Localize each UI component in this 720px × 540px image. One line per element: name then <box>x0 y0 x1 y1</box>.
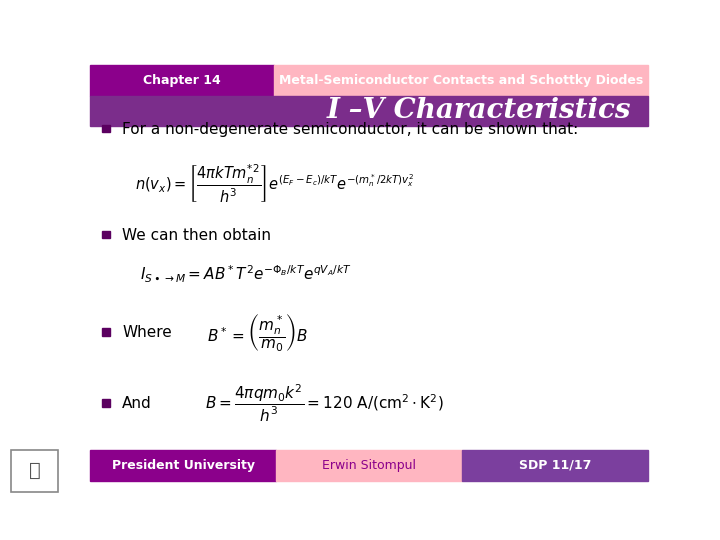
Text: And: And <box>122 396 152 411</box>
Bar <box>462 450 648 481</box>
Bar <box>274 65 648 96</box>
Text: $I_{S\bullet\rightarrow M} = AB^*T^2 e^{-\Phi_B/kT} e^{qV_A/kT}$: $I_{S\bullet\rightarrow M} = AB^*T^2 e^{… <box>140 264 352 286</box>
Bar <box>90 96 648 126</box>
Text: President University: President University <box>112 458 254 472</box>
Text: For a non-degenerate semiconductor, it can be shown that:: For a non-degenerate semiconductor, it c… <box>122 122 579 137</box>
Text: $n(v_x) = \left[\dfrac{4\pi k T m_n^{*2}}{h^3}\right] e^{(E_F-E_c)/kT} e^{-(m_n^: $n(v_x) = \left[\dfrac{4\pi k T m_n^{*2}… <box>135 162 414 205</box>
Text: $B = \dfrac{4\pi q m_0 k^2}{h^3} = 120 \ \mathrm{A/(cm^2 \cdot K^2)}$: $B = \dfrac{4\pi q m_0 k^2}{h^3} = 120 \… <box>205 383 444 424</box>
Bar <box>102 399 110 407</box>
Bar <box>276 450 462 481</box>
Text: Where: Where <box>122 326 172 341</box>
Bar <box>102 328 110 336</box>
Text: SDP 11/17: SDP 11/17 <box>519 458 591 472</box>
Text: Chapter 14: Chapter 14 <box>143 73 221 87</box>
Bar <box>90 450 276 481</box>
Bar <box>102 231 110 238</box>
Text: We can then obtain: We can then obtain <box>122 228 271 243</box>
Text: Metal-Semiconductor Contacts and Schottky Diodes: Metal-Semiconductor Contacts and Schottk… <box>279 73 643 87</box>
Bar <box>102 125 110 132</box>
Text: $B^* = \left(\dfrac{m_n^*}{m_0}\right) B$: $B^* = \left(\dfrac{m_n^*}{m_0}\right) B… <box>207 313 308 354</box>
Text: ⛪: ⛪ <box>29 461 40 480</box>
Bar <box>90 126 648 450</box>
Bar <box>90 65 274 96</box>
Text: I –V Characteristics: I –V Characteristics <box>327 97 631 124</box>
Text: Erwin Sitompul: Erwin Sitompul <box>322 458 416 472</box>
